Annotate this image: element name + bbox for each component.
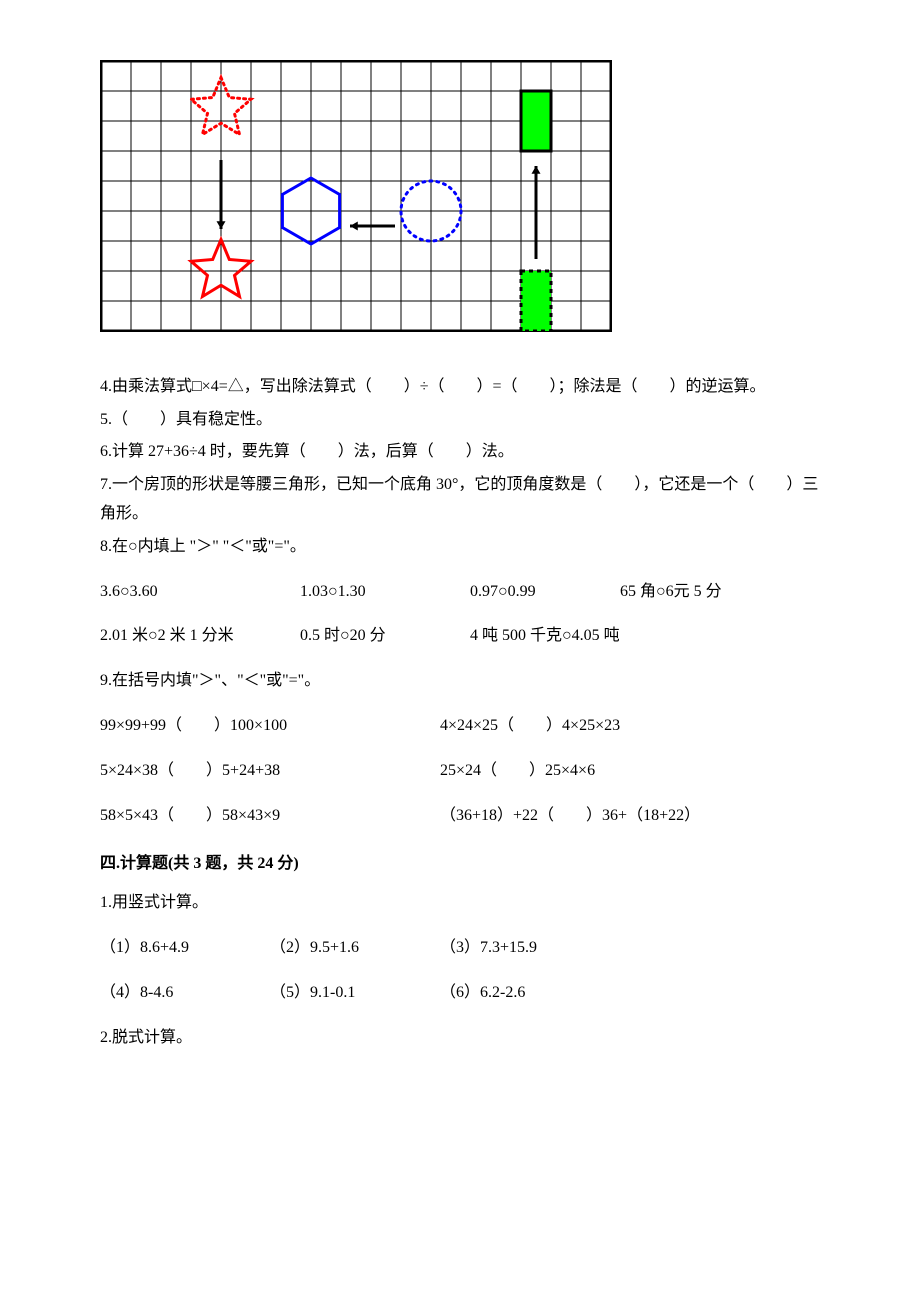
- q9-item: 99×99+99（ ）100×100: [100, 712, 440, 741]
- question-9-row1: 99×99+99（ ）100×100 4×24×25（ ）4×25×23: [100, 712, 820, 741]
- section-4-header: 四.计算题(共 3 题，共 24 分): [100, 850, 820, 879]
- question-8-row1: 3.6○3.60 1.03○1.30 0.97○0.99 65 角○6元 5 分: [100, 578, 820, 607]
- grid-svg: [100, 60, 612, 332]
- q8-item: 4 吨 500 千克○4.05 吨: [470, 622, 620, 651]
- section4-q1-row1: （1）8.6+4.9 （2）9.5+1.6 （3）7.3+15.9: [100, 934, 820, 963]
- q8-item: 3.6○3.60: [100, 578, 300, 607]
- question-9-title: 9.在括号内填"＞"、"＜"或"="。: [100, 667, 820, 696]
- q8-item: 0.5 时○20 分: [300, 622, 470, 651]
- question-7: 7.一个房顶的形状是等腰三角形，已知一个底角 30°，它的顶角度数是（ ），它还…: [100, 471, 820, 529]
- q8-item: 2.01 米○2 米 1 分米: [100, 622, 300, 651]
- grid-diagram: [100, 60, 820, 343]
- question-8-row2: 2.01 米○2 米 1 分米 0.5 时○20 分 4 吨 500 千克○4.…: [100, 622, 820, 651]
- calc-item: （1）8.6+4.9: [100, 934, 270, 963]
- calc-item: （6）6.2-2.6: [440, 979, 525, 1008]
- q9-item: 58×5×43（ ）58×43×9: [100, 802, 440, 831]
- q9-item: （36+18）+22（ ）36+（18+22）: [440, 802, 700, 831]
- section4-q1-title: 1.用竖式计算。: [100, 889, 820, 918]
- q8-item: 0.97○0.99: [470, 578, 620, 607]
- q9-item: 25×24（ ）25×4×6: [440, 757, 595, 786]
- question-9-row3: 58×5×43（ ）58×43×9 （36+18）+22（ ）36+（18+22…: [100, 802, 820, 831]
- q9-item: 5×24×38（ ）5+24+38: [100, 757, 440, 786]
- question-8-title: 8.在○内填上 "＞" "＜"或"="。: [100, 533, 820, 562]
- q9-item: 4×24×25（ ）4×25×23: [440, 712, 620, 741]
- q8-item: 1.03○1.30: [300, 578, 470, 607]
- question-4: 4.由乘法算式□×4=△，写出除法算式（ ）÷（ ）=（ ）；除法是（ ）的逆运…: [100, 373, 820, 402]
- calc-item: （3）7.3+15.9: [440, 934, 537, 963]
- q8-item: 65 角○6元 5 分: [620, 578, 722, 607]
- section4-q2-title: 2.脱式计算。: [100, 1024, 820, 1053]
- question-6: 6.计算 27+36÷4 时，要先算（ ）法，后算（ ）法。: [100, 438, 820, 467]
- calc-item: （4）8-4.6: [100, 979, 270, 1008]
- question-9-row2: 5×24×38（ ）5+24+38 25×24（ ）25×4×6: [100, 757, 820, 786]
- section4-q1-row2: （4）8-4.6 （5）9.1-0.1 （6）6.2-2.6: [100, 979, 820, 1008]
- calc-item: （5）9.1-0.1: [270, 979, 440, 1008]
- question-5: 5.（ ）具有稳定性。: [100, 406, 820, 435]
- calc-item: （2）9.5+1.6: [270, 934, 440, 963]
